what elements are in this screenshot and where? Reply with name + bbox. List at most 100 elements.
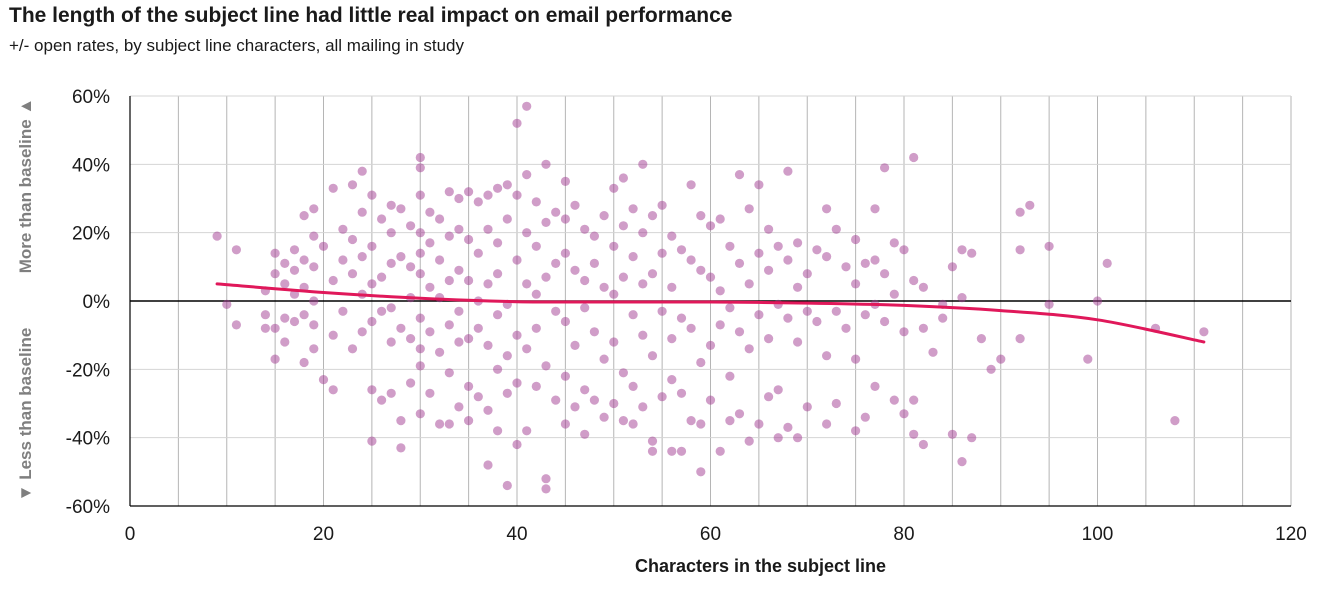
scatter-point [502, 480, 512, 491]
scatter-point [822, 252, 832, 262]
scatter-point [396, 204, 406, 214]
scatter-point [734, 327, 745, 337]
scatter-point [986, 364, 996, 374]
scatter-point [628, 419, 638, 429]
scatter-point [522, 228, 532, 238]
y-tick-label: 40% [72, 155, 110, 176]
scatter-point [338, 255, 348, 265]
scatter-point [289, 245, 300, 255]
scatter-point [299, 310, 309, 320]
x-tick-label: 40 [506, 524, 527, 545]
scatter-point [309, 296, 319, 306]
scatter-point [715, 446, 725, 456]
scatter-point [618, 416, 629, 426]
scatter-point [957, 245, 967, 255]
scatter-point [667, 375, 677, 385]
scatter-point [764, 392, 774, 402]
scatter-point [425, 207, 435, 217]
scatter-point [676, 388, 687, 398]
scatter-point [347, 180, 358, 190]
scatter-point [280, 258, 290, 268]
scatter-point [493, 238, 503, 248]
scatter-point [647, 211, 658, 221]
scatter-point [899, 327, 909, 337]
scatter-point [831, 224, 841, 234]
scatter-point [531, 289, 541, 299]
scatter-point [541, 217, 551, 227]
scatter-point [493, 426, 503, 436]
scatter-point [522, 344, 532, 354]
scatter-point [870, 381, 880, 391]
scatter-point [473, 392, 483, 402]
scatter-point [483, 224, 493, 234]
scatter-point [464, 381, 474, 391]
scatter-point [512, 118, 522, 128]
scatter-point [512, 330, 522, 340]
x-tick-label: 80 [893, 524, 914, 545]
x-tick-label: 0 [125, 524, 136, 545]
scatter-point [686, 323, 696, 333]
scatter-point [928, 347, 938, 357]
scatter-point [386, 303, 396, 313]
scatter-point [512, 378, 522, 388]
scatter-point [377, 214, 387, 224]
scatter-point [618, 173, 629, 183]
scatter-point [870, 204, 880, 214]
scatter-point [396, 416, 406, 426]
scatter-point [551, 395, 561, 405]
scatter-point [609, 398, 619, 409]
scatter-point [502, 351, 512, 361]
scatter-point [783, 313, 793, 323]
scatter-point [560, 371, 571, 381]
scatter-point [599, 282, 609, 292]
scatter-point [764, 334, 774, 344]
scatter-point [415, 228, 425, 238]
scatter-point [502, 180, 512, 190]
scatter-point [773, 241, 783, 251]
scatter-point [715, 286, 725, 296]
scatter-point [222, 299, 232, 309]
scatter-point [638, 228, 648, 238]
scatter-point [793, 238, 803, 248]
scatter-point [580, 303, 590, 313]
scatter-point [328, 385, 338, 395]
scatter-point [551, 258, 561, 268]
scatter-point [309, 231, 319, 241]
scatter-point [473, 197, 483, 207]
scatter-point [425, 282, 435, 292]
scatter-point [502, 388, 512, 398]
scatter-point [638, 402, 648, 412]
scatter-point [841, 323, 851, 333]
scatter-point [415, 313, 425, 323]
scatter-point [734, 170, 745, 180]
scatter-point [657, 200, 667, 210]
scatter-point [734, 258, 745, 268]
scatter-point [299, 357, 309, 368]
scatter-point [773, 433, 783, 443]
scatter-point [783, 422, 793, 432]
scatter-point [473, 248, 483, 258]
scatter-point [367, 385, 377, 395]
scatter-point [464, 275, 474, 286]
scatter-point [609, 183, 619, 193]
scatter-point [918, 282, 929, 292]
scatter-point [444, 275, 454, 286]
scatter-point [754, 180, 764, 190]
scatter-point [309, 320, 319, 330]
scatter-point [851, 279, 861, 289]
x-tick-label: 60 [700, 524, 721, 545]
y-axis-label-lower: ▼ Less than baseline [16, 328, 35, 502]
scatter-point [609, 241, 619, 251]
scatter-point [406, 334, 416, 344]
scatter-point [328, 183, 338, 193]
scatter-point [464, 234, 474, 245]
scatter-point [676, 245, 687, 255]
x-axis-title: Characters in the subject line [635, 556, 886, 576]
scatter-point [754, 310, 764, 320]
scatter-points [212, 101, 1209, 494]
scatter-point [377, 306, 387, 316]
scatter-point [676, 313, 687, 323]
scatter-point [686, 416, 696, 426]
scatter-point [357, 166, 367, 176]
scatter-point [483, 279, 493, 289]
